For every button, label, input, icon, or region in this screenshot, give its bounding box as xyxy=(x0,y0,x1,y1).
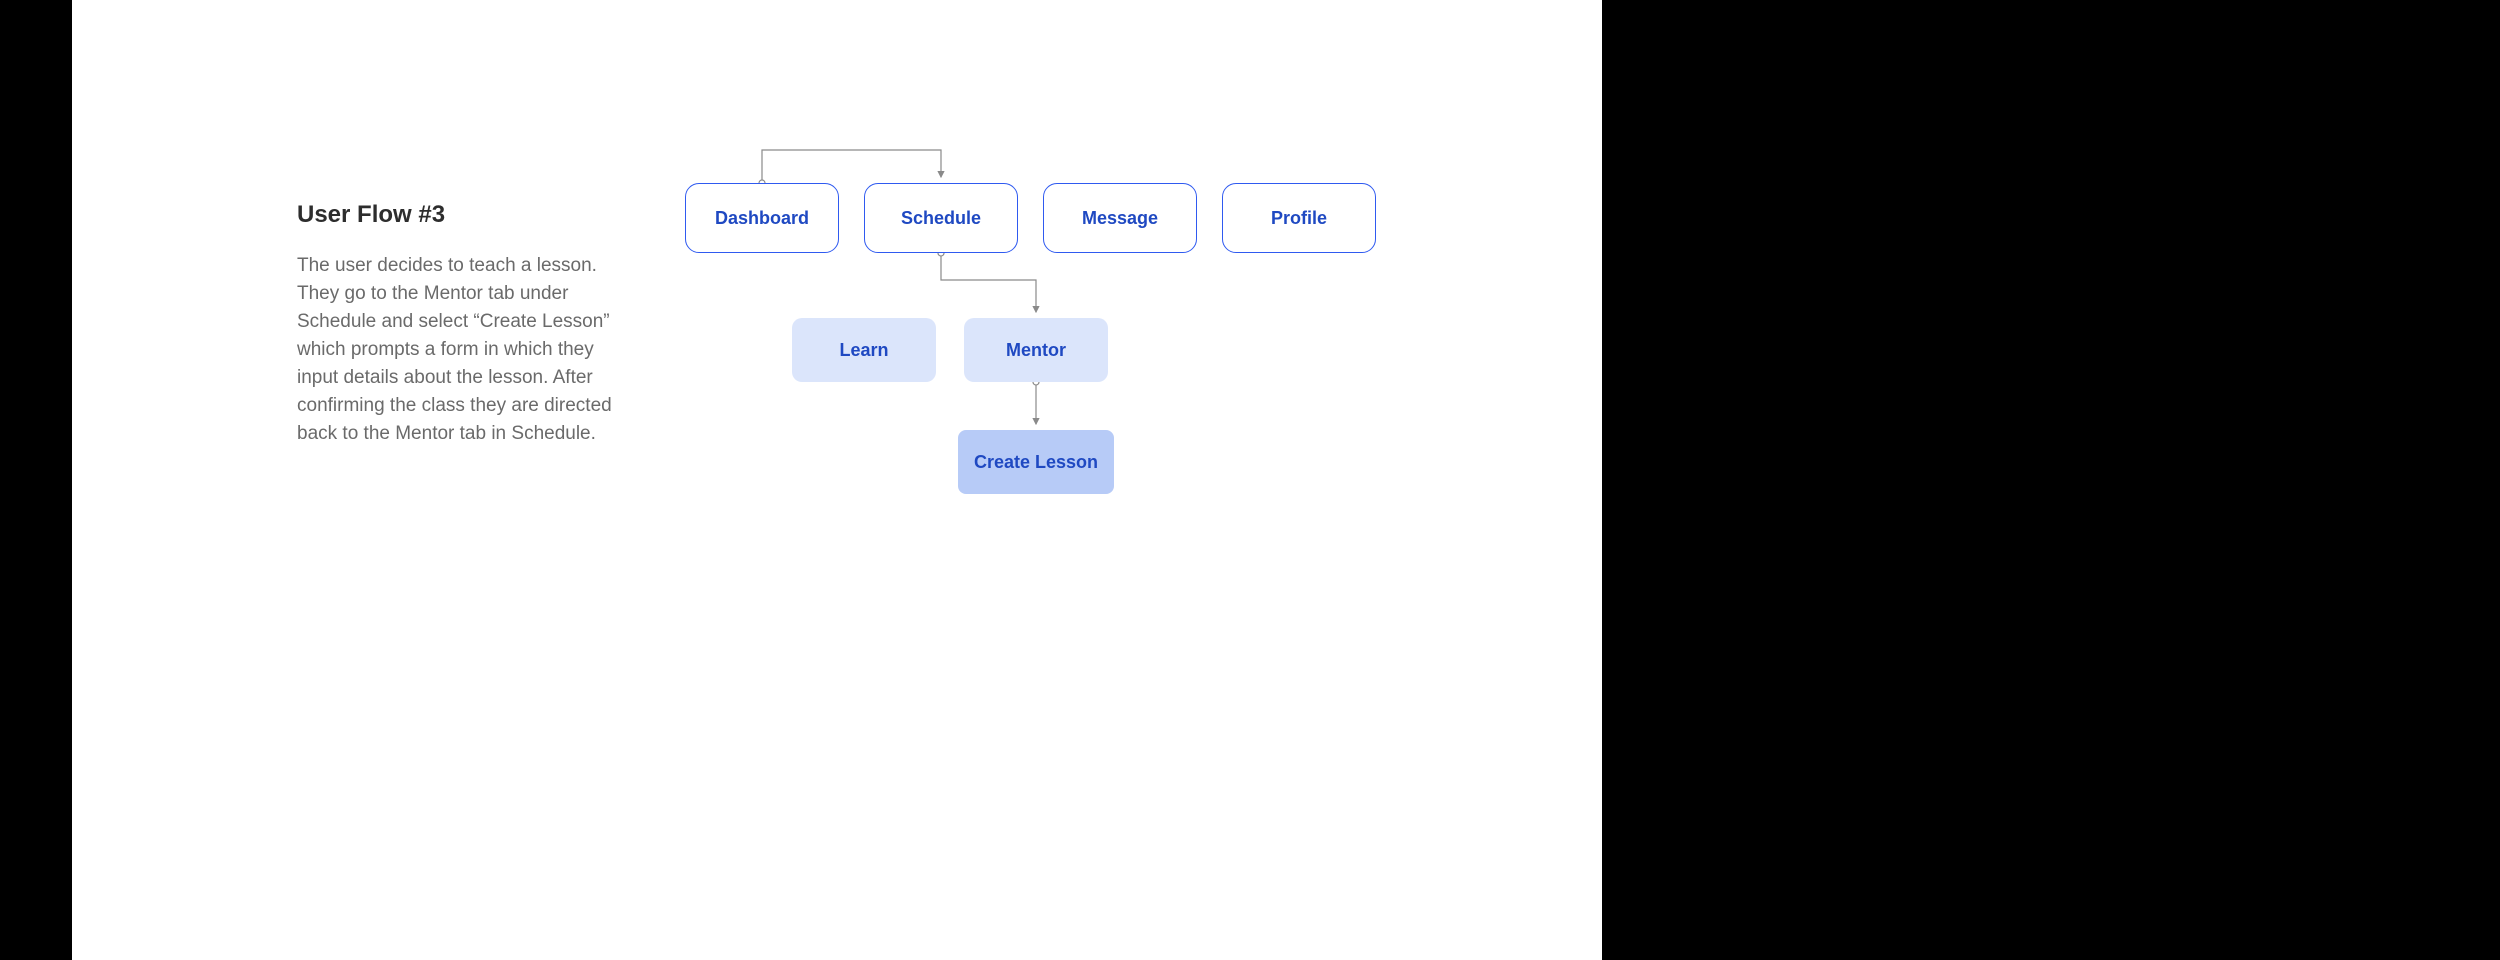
flow-description: The user decides to teach a lesson. They… xyxy=(297,252,637,448)
canvas: User Flow #3 The user decides to teach a… xyxy=(72,0,1602,960)
flow-heading: User Flow #3 xyxy=(297,201,445,229)
flow-edges xyxy=(72,0,1602,960)
node-mentor: Mentor xyxy=(964,318,1108,382)
node-schedule: Schedule xyxy=(864,183,1018,253)
node-learn: Learn xyxy=(792,318,936,382)
node-dashboard: Dashboard xyxy=(685,183,839,253)
node-create: Create Lesson xyxy=(958,430,1114,494)
node-message: Message xyxy=(1043,183,1197,253)
node-profile: Profile xyxy=(1222,183,1376,253)
